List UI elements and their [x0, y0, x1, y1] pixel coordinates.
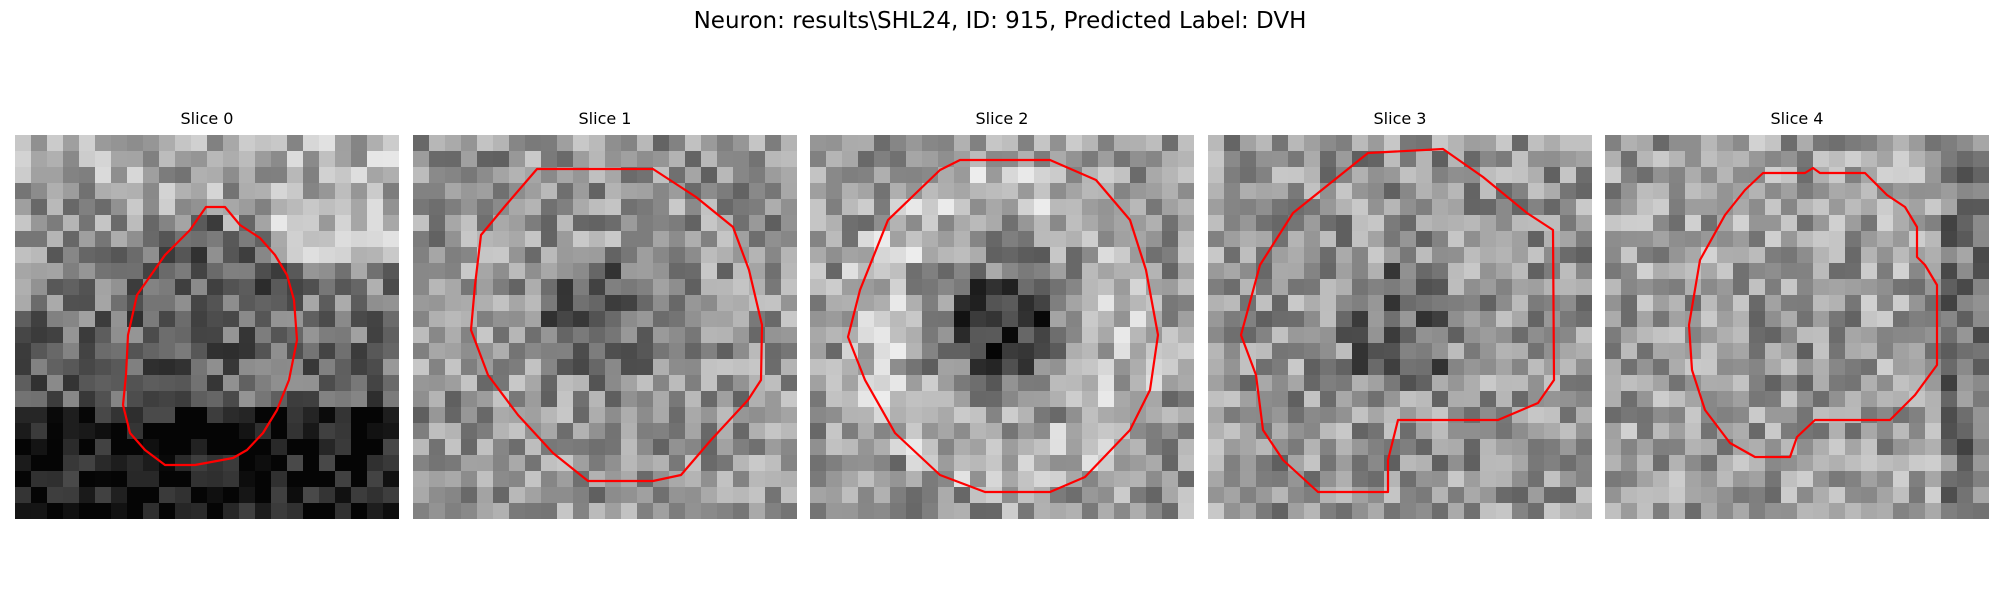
neuron-contour [846, 158, 1160, 494]
slice-panel: Slice 1 [413, 108, 797, 519]
slice-title: Slice 3 [1373, 109, 1427, 128]
slice-title: Slice 1 [578, 109, 632, 128]
neuron-contour [1239, 147, 1556, 494]
slice-image [1605, 135, 1989, 519]
slice-image [15, 135, 399, 519]
slice-image [1208, 135, 1592, 519]
slice-panel: Slice 4 [1605, 108, 1989, 519]
figure-title: Neuron: results\SHL24, ID: 915, Predicte… [693, 8, 1307, 34]
neuron-contour [469, 167, 764, 483]
slice-image [810, 135, 1194, 519]
slice-panel: Slice 0 [15, 108, 399, 519]
slice-panel: Slice 3 [1208, 108, 1592, 519]
neuron-contour [1687, 166, 1939, 459]
slice-panel: Slice 2 [810, 108, 1194, 519]
slice-image [413, 135, 797, 519]
slice-title: Slice 0 [180, 109, 234, 128]
neuron-contour [121, 205, 299, 467]
slice-title: Slice 4 [1770, 109, 1824, 128]
slice-title: Slice 2 [975, 109, 1029, 128]
